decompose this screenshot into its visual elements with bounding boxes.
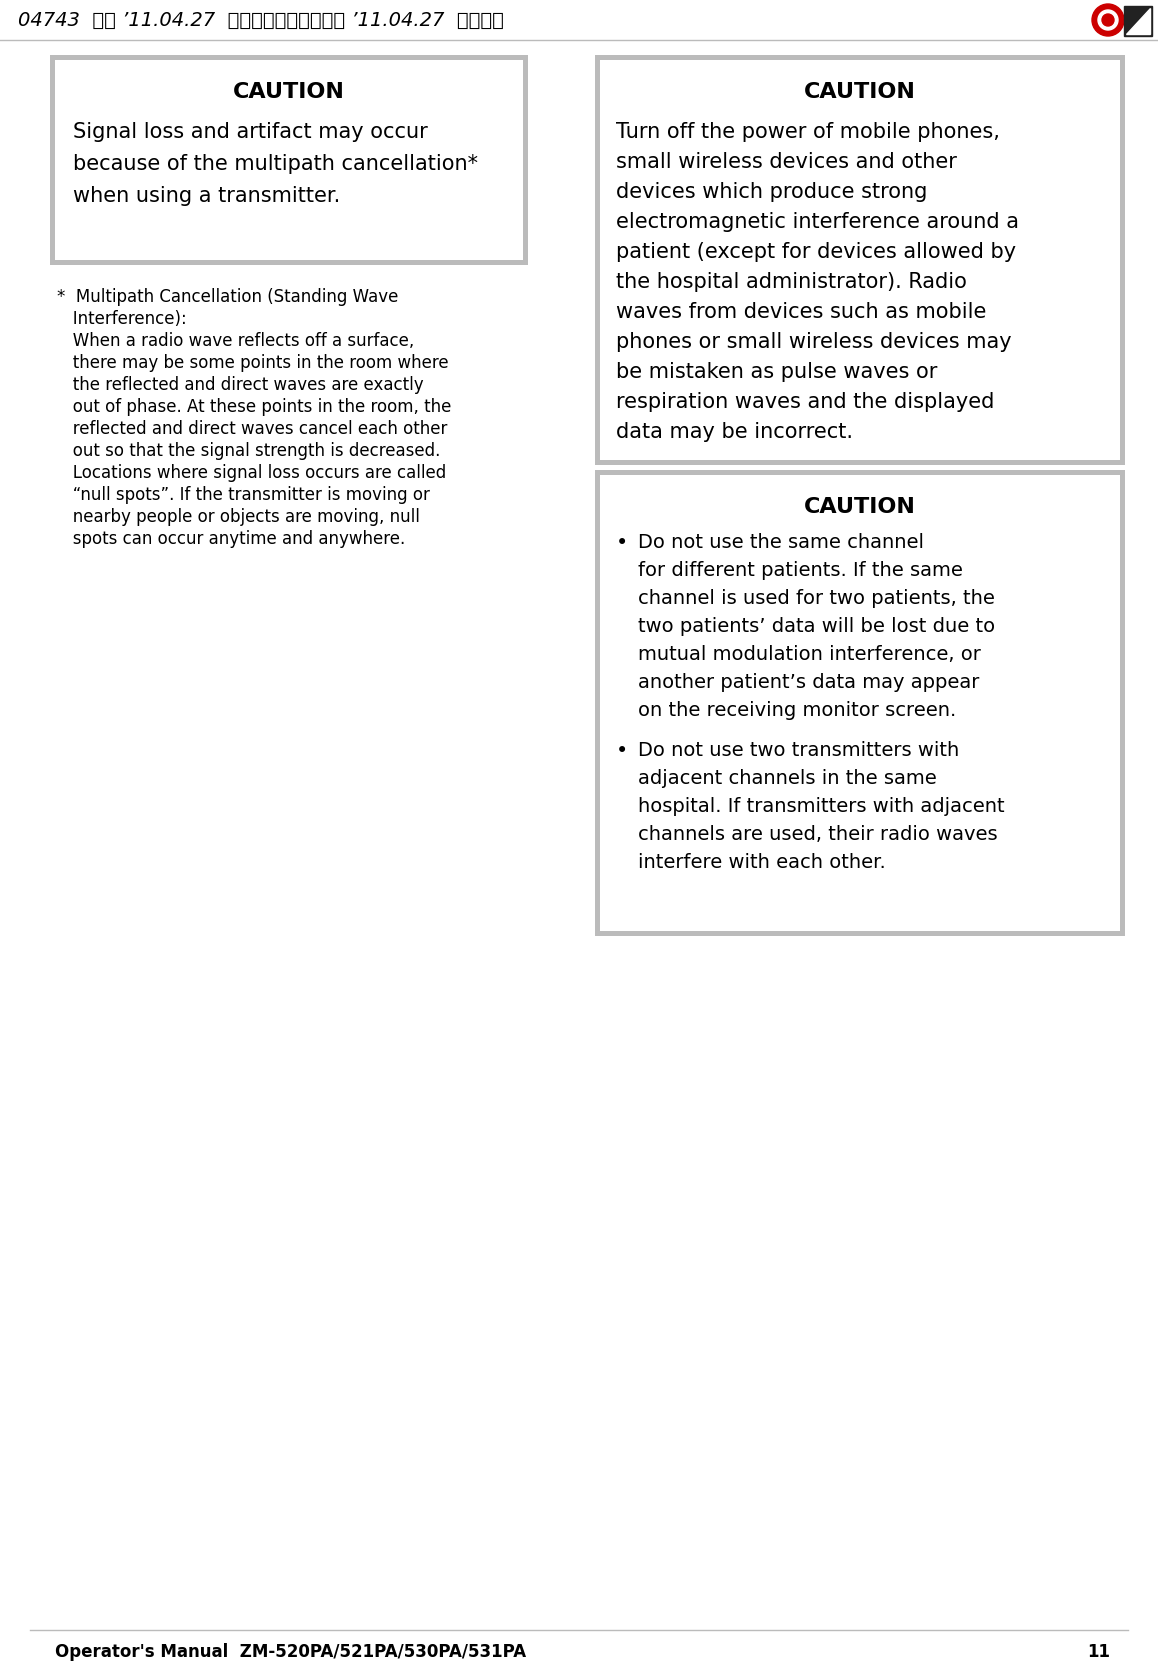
Text: “null spots”. If the transmitter is moving or: “null spots”. If the transmitter is movi…	[57, 486, 430, 504]
FancyBboxPatch shape	[595, 469, 1126, 935]
Text: CAUTION: CAUTION	[804, 82, 916, 102]
Text: Do not use two transmitters with: Do not use two transmitters with	[638, 741, 959, 759]
Text: mutual modulation interference, or: mutual modulation interference, or	[638, 645, 981, 664]
Text: *  Multipath Cancellation (Standing Wave: * Multipath Cancellation (Standing Wave	[57, 288, 398, 307]
Text: spots can occur anytime and anywhere.: spots can occur anytime and anywhere.	[57, 530, 405, 548]
Text: adjacent channels in the same: adjacent channels in the same	[638, 769, 937, 788]
Text: because of the multipath cancellation*: because of the multipath cancellation*	[73, 154, 478, 174]
Text: the reflected and direct waves are exactly: the reflected and direct waves are exact…	[57, 375, 424, 394]
FancyBboxPatch shape	[600, 474, 1120, 930]
Text: Do not use the same channel: Do not use the same channel	[638, 533, 924, 551]
Text: Turn off the power of mobile phones,: Turn off the power of mobile phones,	[616, 122, 999, 142]
Text: channel is used for two patients, the: channel is used for two patients, the	[638, 588, 995, 608]
Text: CAUTION: CAUTION	[233, 82, 345, 102]
Text: another patient’s data may appear: another patient’s data may appear	[638, 674, 980, 692]
Text: Locations where signal loss occurs are called: Locations where signal loss occurs are c…	[57, 464, 446, 483]
Text: the hospital administrator). Radio: the hospital administrator). Radio	[616, 272, 967, 292]
Text: when using a transmitter.: when using a transmitter.	[73, 186, 340, 206]
FancyBboxPatch shape	[600, 60, 1120, 459]
Text: out of phase. At these points in the room, the: out of phase. At these points in the roo…	[57, 397, 452, 416]
Text: reflected and direct waves cancel each other: reflected and direct waves cancel each o…	[57, 421, 447, 437]
Circle shape	[1098, 10, 1117, 30]
Text: 11: 11	[1087, 1642, 1111, 1661]
Text: 04743  作成 ’11.04.27  阿山　悠己　　　承認 ’11.04.27  真柄　睛: 04743 作成 ’11.04.27 阿山 悠己 承認 ’11.04.27 真柄…	[19, 10, 504, 30]
FancyBboxPatch shape	[50, 55, 528, 265]
Text: two patients’ data will be lost due to: two patients’ data will be lost due to	[638, 617, 995, 635]
Text: •: •	[616, 741, 629, 761]
Circle shape	[1102, 13, 1114, 27]
Text: channels are used, their radio waves: channels are used, their radio waves	[638, 825, 998, 845]
Text: patient (except for devices allowed by: patient (except for devices allowed by	[616, 241, 1016, 261]
Text: devices which produce strong: devices which produce strong	[616, 183, 928, 203]
Text: interfere with each other.: interfere with each other.	[638, 853, 886, 872]
FancyBboxPatch shape	[54, 60, 523, 260]
Text: electromagnetic interference around a: electromagnetic interference around a	[616, 211, 1019, 231]
Text: •: •	[616, 533, 629, 553]
Text: on the receiving monitor screen.: on the receiving monitor screen.	[638, 701, 957, 721]
Text: respiration waves and the displayed: respiration waves and the displayed	[616, 392, 995, 412]
Text: for different patients. If the same: for different patients. If the same	[638, 561, 962, 580]
Text: hospital. If transmitters with adjacent: hospital. If transmitters with adjacent	[638, 798, 1005, 816]
Text: there may be some points in the room where: there may be some points in the room whe…	[57, 354, 448, 372]
Text: waves from devices such as mobile: waves from devices such as mobile	[616, 302, 987, 322]
Text: be mistaken as pulse waves or: be mistaken as pulse waves or	[616, 362, 937, 382]
Circle shape	[1092, 3, 1124, 35]
Text: Signal loss and artifact may occur: Signal loss and artifact may occur	[73, 122, 427, 142]
FancyBboxPatch shape	[595, 55, 1126, 464]
Text: CAUTION: CAUTION	[804, 498, 916, 516]
Text: Operator's Manual  ZM-520PA/521PA/530PA/531PA: Operator's Manual ZM-520PA/521PA/530PA/5…	[54, 1642, 526, 1661]
Text: data may be incorrect.: data may be incorrect.	[616, 422, 853, 442]
Text: out so that the signal strength is decreased.: out so that the signal strength is decre…	[57, 442, 440, 459]
Text: When a radio wave reflects off a surface,: When a radio wave reflects off a surface…	[57, 332, 415, 350]
Text: small wireless devices and other: small wireless devices and other	[616, 153, 957, 173]
Text: nearby people or objects are moving, null: nearby people or objects are moving, nul…	[57, 508, 420, 526]
Text: Interference):: Interference):	[57, 310, 186, 328]
Polygon shape	[1126, 8, 1150, 34]
Bar	[1124, 7, 1152, 35]
Text: phones or small wireless devices may: phones or small wireless devices may	[616, 332, 1012, 352]
